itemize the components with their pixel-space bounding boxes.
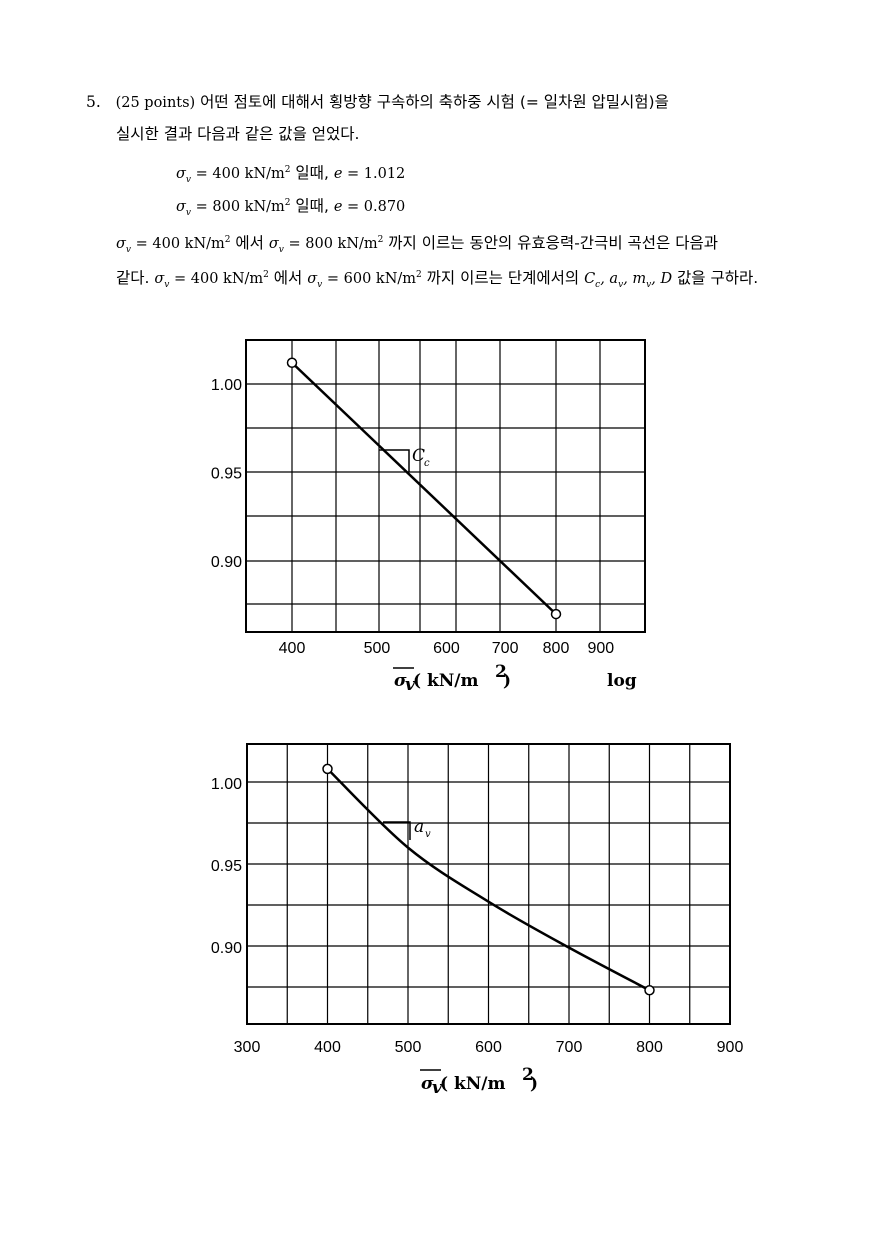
problem-number: 5. xyxy=(86,93,101,111)
problem-line-2: 실시한 결과 다음과 같은 값을 얻었다. xyxy=(116,125,360,143)
chart2-x-tick: 600 xyxy=(475,1039,502,1056)
svg-text:σ: σ xyxy=(421,1074,434,1094)
chart1-slope-sub: c xyxy=(424,458,430,469)
chart2-x-tick: 500 xyxy=(395,1039,422,1056)
condition-2: σv = 800 kN/m2 일때, e = 0.870 xyxy=(176,197,406,218)
chart1-data-point xyxy=(286,357,298,369)
problem-line-3: σv = 400 kN/m2 에서 σv = 800 kN/m2 까지 이르는 … xyxy=(116,234,718,255)
chart1-x-tick: 700 xyxy=(492,640,519,657)
asked-quantities: Cc, av, mv, D xyxy=(584,271,673,290)
condition-1-e-value: = 1.012 xyxy=(342,166,406,182)
problem-intro: 어떤 점토에 대해서 횡방향 구속하의 축하중 시험 (= 일차원 압밀시험)을 xyxy=(200,93,669,111)
svg-text:v: v xyxy=(432,1078,443,1098)
chart1-x-tick: 900 xyxy=(588,640,615,657)
chart2-slope-sub: v xyxy=(425,829,431,840)
chart2-x-tick: 400 xyxy=(314,1039,341,1056)
condition-2-e-value: = 0.870 xyxy=(342,199,406,215)
chart1-y-tick: 0.90 xyxy=(211,554,242,571)
svg-text:( kN/m: ( kN/m xyxy=(413,671,478,691)
svg-text:σ: σ xyxy=(394,671,407,691)
chart2-xlabel: σ v ( kN/m 2 ) xyxy=(420,1065,538,1098)
chart1-x-tick: 400 xyxy=(279,640,306,657)
chart1-slope-label: C xyxy=(412,446,425,466)
chart1-data-point xyxy=(550,608,562,620)
chart2-y-tick: 0.90 xyxy=(211,940,242,957)
chart1-x-tick: 600 xyxy=(433,640,460,657)
chart2-y-tick: 1.00 xyxy=(211,776,242,793)
svg-text:2: 2 xyxy=(522,1065,534,1085)
chart2-slope-label: a xyxy=(414,817,424,837)
chart2-x-tick: 900 xyxy=(717,1039,744,1056)
chart1-scale-label: log xyxy=(607,671,637,691)
svg-text:): ) xyxy=(503,671,511,691)
chart2-slope-triangle xyxy=(383,821,411,840)
chart1-y-tick: 1.00 xyxy=(211,377,242,394)
chart2-curve xyxy=(326,767,651,992)
chart1-x-tick: 800 xyxy=(543,640,570,657)
chart1-y-tick: 0.95 xyxy=(211,466,242,483)
chart1-slope-triangle xyxy=(379,449,410,472)
chart2-data-point xyxy=(322,763,333,775)
chart2-data-point xyxy=(644,985,655,996)
problem-points: (25 points) xyxy=(115,95,196,111)
condition-1: σv = 400 kN/m2 일때, e = 1.012 xyxy=(176,164,406,185)
chart2-x-tick: 300 xyxy=(234,1039,261,1056)
chart2-y-tick: 0.95 xyxy=(211,858,242,875)
chart1-curve xyxy=(291,361,557,616)
svg-text:v: v xyxy=(405,675,416,695)
problem-line-1: 5. (25 points) 어떤 점토에 대해서 횡방향 구속하의 축하중 시… xyxy=(86,90,669,112)
svg-text:2: 2 xyxy=(495,662,507,682)
condition-2-stress: = 800 kN/m xyxy=(195,199,285,215)
svg-text:): ) xyxy=(530,1074,538,1094)
chart2-x-tick: 800 xyxy=(636,1039,663,1056)
problem-line-4: 같다. σv = 400 kN/m2 에서 σv = 600 kN/m2 까지 … xyxy=(116,269,759,290)
chart1-frame xyxy=(245,339,646,633)
chart2-x-tick: 700 xyxy=(556,1039,583,1056)
chart1-xlabel: σ v ( kN/m 2 ) xyxy=(393,662,511,695)
chart1-x-tick: 500 xyxy=(364,640,391,657)
condition-1-stress: = 400 kN/m xyxy=(195,166,285,182)
svg-text:( kN/m: ( kN/m xyxy=(440,1074,505,1094)
chart2-frame xyxy=(246,743,731,1025)
